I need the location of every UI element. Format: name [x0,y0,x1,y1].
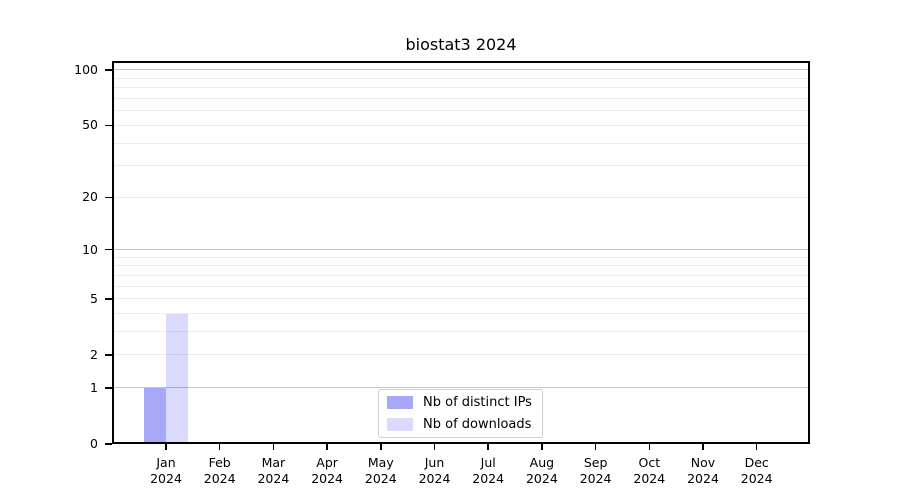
legend-item-distinct-ips: Nb of distinct IPs [387,394,542,411]
gridline-minor [112,142,810,144]
y-tick-label: 0 [90,436,98,451]
x-tick-mark [648,444,651,450]
gridline-minor [112,256,810,258]
y-tick-mark [105,124,112,127]
y-tick-label: 10 [82,241,98,257]
gridline-minor [112,313,810,315]
y-tick-mark [105,196,112,199]
gridline-minor [112,87,810,89]
y-tick-label: 20 [82,189,98,205]
gridline-minor [112,196,810,198]
y-tick-mark [105,69,112,71]
x-tick-mark [165,444,167,450]
gridline-major [112,387,810,389]
x-tick-label: Apr 2024 [311,455,343,486]
gridline-minor [112,298,810,300]
y-tick-mark [105,248,112,251]
x-tick-label: Feb 2024 [203,455,236,486]
x-tick-label: May 2024 [364,455,397,486]
gridline-minor [112,265,810,267]
gridline-major [112,69,810,71]
gridline-minor [112,354,810,356]
gridline-major [112,249,810,251]
legend-swatch-distinct-ips [387,396,413,410]
legend: Nb of distinct IPs Nb of downloads [378,389,543,438]
legend-label-distinct-ips: Nb of distinct IPs [423,395,532,411]
gridline-minor [112,98,810,100]
x-tick-label: Mar 2024 [257,455,290,486]
y-tick-mark [105,354,112,356]
x-tick-mark [487,444,489,450]
gridline-minor [112,331,810,333]
x-tick-mark [702,444,704,450]
legend-label-downloads: Nb of downloads [423,416,532,432]
x-tick-mark [272,444,275,450]
x-tick-mark [326,444,328,450]
gridline-minor [112,275,810,277]
x-tick-label: Jan 2024 [150,455,182,486]
x-tick-label: Aug 2024 [525,455,558,486]
y-tick-label: 1 [90,379,98,395]
x-tick-mark [541,444,543,450]
y-tick-label: 2 [90,346,98,362]
x-tick-label: Oct 2024 [633,455,666,486]
x-tick-mark [380,444,382,450]
legend-swatch-downloads [387,417,413,431]
y-tick-mark [105,298,112,300]
x-tick-mark [755,444,758,450]
gridline-minor [112,285,810,287]
gridline-minor [112,110,810,112]
x-tick-label: Jul 2024 [472,455,505,486]
x-tick-label: Sep 2024 [579,455,612,486]
y-tick-label: 50 [82,117,98,133]
gridline-minor [112,124,810,126]
y-tick-mark [105,387,112,389]
x-tick-mark [594,444,597,450]
x-tick-label: Nov 2024 [687,455,719,486]
bar-distinct-ips-jan [144,387,166,444]
x-tick-mark [433,444,436,450]
legend-item-downloads: Nb of downloads [387,416,542,433]
y-tick-mark [105,443,112,445]
y-tick-label: 5 [90,290,98,306]
x-tick-label: Jun 2024 [418,455,451,486]
bar-downloads-jan [166,313,188,444]
plot-area: 0 1 2 5 10 20 50 100 Jan 2024 Feb 2024 Mar 2024 Apr… [74,61,810,486]
y-tick-label: 100 [74,62,98,78]
x-tick-label: Dec 2024 [740,455,773,486]
gridline-minor [112,165,810,167]
gridline-minor [112,78,810,80]
chart-title: biostat3 2024 [405,35,517,54]
x-tick-mark [218,444,221,450]
